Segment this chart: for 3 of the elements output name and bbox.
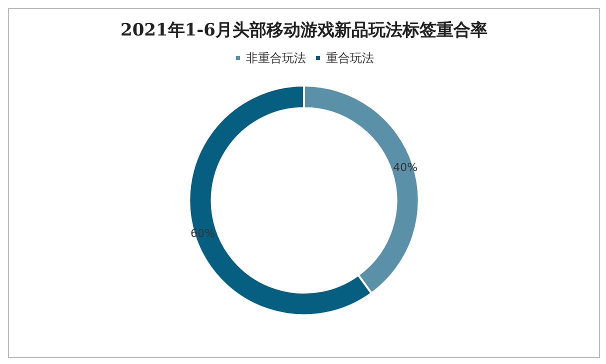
legend-label: 非重合玩法 xyxy=(246,51,306,65)
chart-title: 2021年1-6月头部移动游戏新品玩法标签重合率 xyxy=(120,20,488,40)
legend-label: 重合玩法 xyxy=(326,51,374,65)
